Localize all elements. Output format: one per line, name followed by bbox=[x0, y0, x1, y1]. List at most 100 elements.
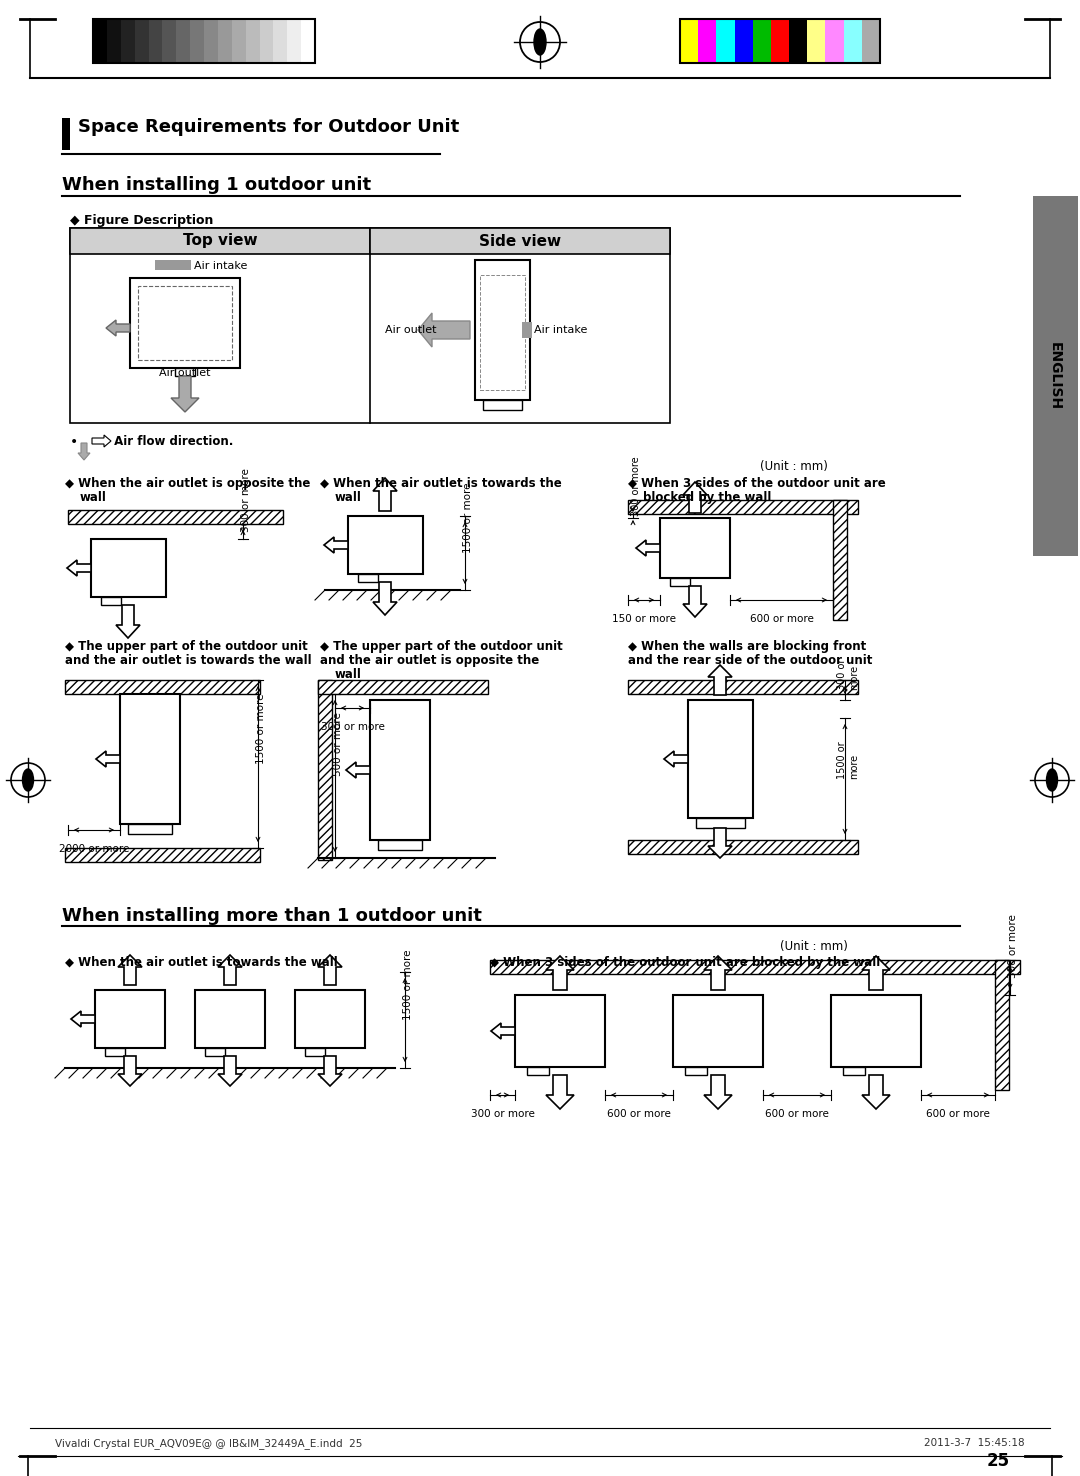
Bar bbox=[195, 990, 265, 1048]
Text: Side view: Side view bbox=[478, 233, 562, 248]
Text: ◆ The upper part of the outdoor unit: ◆ The upper part of the outdoor unit bbox=[65, 641, 308, 652]
Text: When installing 1 outdoor unit: When installing 1 outdoor unit bbox=[62, 176, 372, 193]
Ellipse shape bbox=[534, 30, 546, 55]
Text: 25: 25 bbox=[987, 1452, 1010, 1470]
Text: 1500 or more: 1500 or more bbox=[463, 483, 473, 554]
Bar bbox=[490, 959, 1020, 974]
Text: 300 or more: 300 or more bbox=[241, 468, 251, 531]
Text: 600 or more: 600 or more bbox=[765, 1108, 829, 1119]
Bar bbox=[789, 19, 807, 63]
Bar bbox=[218, 19, 232, 63]
Text: Air intake: Air intake bbox=[194, 261, 247, 272]
Bar bbox=[670, 579, 690, 586]
Bar bbox=[65, 680, 260, 694]
Bar bbox=[627, 680, 858, 694]
Bar bbox=[162, 19, 176, 63]
Text: 2011-3-7  15:45:18: 2011-3-7 15:45:18 bbox=[924, 1438, 1025, 1448]
Polygon shape bbox=[96, 751, 120, 768]
Bar bbox=[627, 500, 858, 514]
Bar bbox=[843, 19, 862, 63]
Polygon shape bbox=[708, 828, 732, 858]
Ellipse shape bbox=[23, 769, 33, 791]
Bar bbox=[807, 19, 825, 63]
Text: 600 or more: 600 or more bbox=[750, 614, 813, 624]
Polygon shape bbox=[118, 955, 141, 984]
Bar bbox=[105, 1048, 125, 1055]
Bar bbox=[627, 840, 858, 855]
Polygon shape bbox=[118, 1055, 141, 1086]
Polygon shape bbox=[704, 1075, 732, 1108]
Bar bbox=[149, 19, 162, 63]
Text: Space Requirements for Outdoor Unit: Space Requirements for Outdoor Unit bbox=[78, 118, 459, 136]
Bar bbox=[129, 824, 172, 834]
Polygon shape bbox=[218, 955, 242, 984]
Bar bbox=[843, 1067, 865, 1075]
Text: 600 or more: 600 or more bbox=[926, 1108, 990, 1119]
Bar bbox=[660, 518, 730, 579]
Text: Air intake: Air intake bbox=[534, 325, 588, 335]
Text: ◆ When the air outlet is towards the wall: ◆ When the air outlet is towards the wal… bbox=[65, 956, 338, 970]
Bar bbox=[259, 19, 273, 63]
Bar bbox=[696, 818, 745, 828]
Bar bbox=[121, 19, 135, 63]
Text: ◆ The upper part of the outdoor unit: ◆ The upper part of the outdoor unit bbox=[320, 641, 563, 652]
Polygon shape bbox=[92, 435, 111, 447]
Polygon shape bbox=[346, 762, 370, 778]
Bar bbox=[771, 19, 789, 63]
Bar bbox=[483, 400, 522, 410]
Bar bbox=[370, 700, 430, 840]
Bar bbox=[688, 700, 753, 818]
Polygon shape bbox=[78, 443, 90, 461]
Bar bbox=[70, 227, 670, 424]
Bar bbox=[825, 19, 843, 63]
Text: 300 or more: 300 or more bbox=[321, 722, 384, 732]
Polygon shape bbox=[67, 559, 91, 576]
Polygon shape bbox=[418, 313, 470, 347]
Bar bbox=[318, 680, 488, 694]
Polygon shape bbox=[664, 751, 688, 768]
Polygon shape bbox=[636, 540, 660, 556]
Text: ENGLISH: ENGLISH bbox=[1048, 342, 1062, 410]
Bar bbox=[480, 275, 525, 390]
Text: Top view: Top view bbox=[183, 233, 257, 248]
Polygon shape bbox=[218, 1055, 242, 1086]
Bar bbox=[138, 286, 232, 360]
Polygon shape bbox=[171, 376, 199, 412]
Text: When installing more than 1 outdoor unit: When installing more than 1 outdoor unit bbox=[62, 906, 482, 925]
Bar bbox=[831, 995, 921, 1067]
Text: 300 or more: 300 or more bbox=[471, 1108, 535, 1119]
Bar bbox=[673, 995, 762, 1067]
Text: (Unit : mm): (Unit : mm) bbox=[780, 940, 848, 953]
Text: 2000 or more: 2000 or more bbox=[58, 844, 130, 855]
Bar bbox=[91, 539, 166, 596]
Bar bbox=[995, 959, 1009, 1089]
Bar bbox=[245, 19, 259, 63]
Bar bbox=[378, 840, 422, 850]
Bar bbox=[753, 19, 771, 63]
Bar bbox=[130, 277, 240, 368]
Text: •: • bbox=[70, 435, 78, 449]
Bar bbox=[348, 517, 423, 574]
Bar bbox=[70, 227, 370, 254]
Bar bbox=[1032, 196, 1078, 556]
Bar bbox=[370, 227, 670, 254]
Bar bbox=[305, 1048, 325, 1055]
Bar bbox=[204, 19, 218, 63]
Bar bbox=[65, 849, 260, 862]
Bar bbox=[68, 511, 283, 524]
Bar bbox=[273, 19, 287, 63]
Text: ◆ When the air outlet is opposite the: ◆ When the air outlet is opposite the bbox=[65, 477, 310, 490]
Bar bbox=[102, 596, 121, 605]
Text: 1500 or more: 1500 or more bbox=[403, 949, 413, 1020]
Bar bbox=[176, 19, 190, 63]
Bar bbox=[680, 19, 698, 63]
Bar bbox=[833, 500, 847, 620]
Bar bbox=[93, 19, 315, 63]
Polygon shape bbox=[373, 582, 397, 615]
Ellipse shape bbox=[1047, 769, 1057, 791]
Polygon shape bbox=[373, 478, 397, 511]
Bar bbox=[685, 1067, 707, 1075]
Text: wall: wall bbox=[335, 669, 362, 680]
Bar bbox=[522, 322, 532, 338]
Text: Air flow direction.: Air flow direction. bbox=[110, 435, 233, 449]
